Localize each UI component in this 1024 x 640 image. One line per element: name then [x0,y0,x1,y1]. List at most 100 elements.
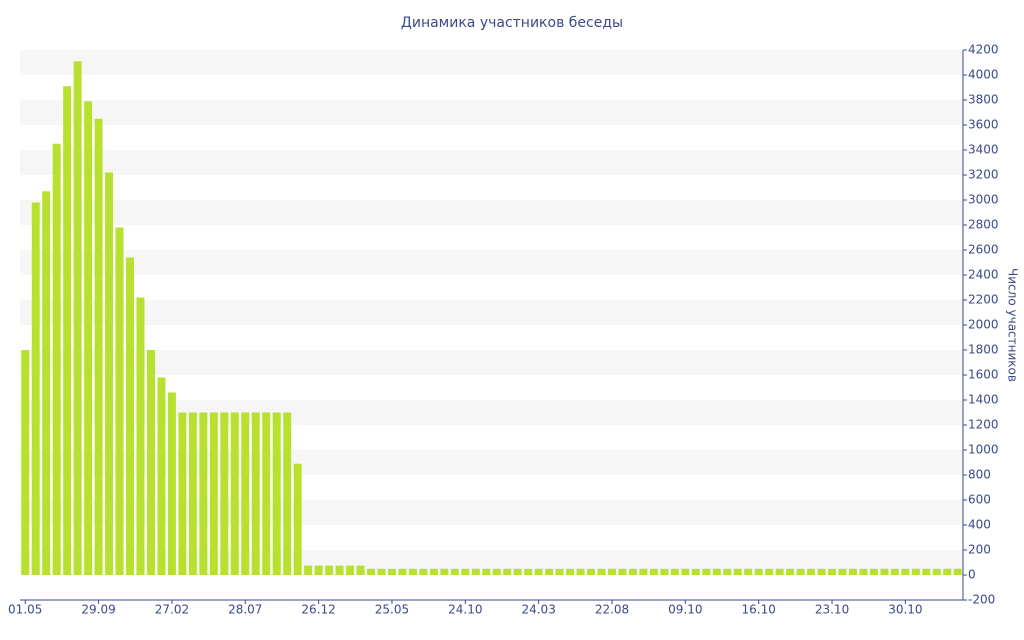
bar [230,412,239,575]
bar [817,568,826,575]
x-tick-label: 09.10 [668,603,702,617]
grid-band [20,550,963,575]
grid-band [20,400,963,425]
bar [419,568,428,575]
grid-band [20,150,963,175]
bar [618,568,627,575]
bar [524,568,533,575]
bar [765,568,774,575]
y-tick-label: 4200 [968,43,999,57]
bar [356,565,365,575]
bar [786,568,795,575]
bar [136,297,145,575]
bar [167,392,176,575]
y-tick-label: 3000 [968,193,999,207]
bar [807,568,816,575]
bar [440,568,449,575]
y-tick-label: 200 [968,543,991,557]
bar [272,412,281,575]
y-tick-label: 2400 [968,268,999,282]
bar [209,412,218,575]
y-tick-label: 2000 [968,318,999,332]
y-tick-label: 3800 [968,93,999,107]
bar [126,257,134,575]
bar [555,568,564,575]
x-tick-label: 23.10 [815,603,849,617]
bar [723,568,732,575]
bar [94,118,103,575]
bar [660,568,669,575]
bar [178,412,187,575]
x-tick-label: 24.10 [448,603,482,617]
x-tick-label: 30.10 [888,603,922,617]
y-tick-label: 2200 [968,293,999,307]
bar [880,568,889,575]
x-tick-label: 28.07 [228,603,262,617]
bar [733,568,742,575]
bar [429,568,438,575]
bar [922,568,931,575]
x-tick-label: 22.08 [595,603,629,617]
y-tick-label: 2800 [968,218,999,232]
bar [199,412,208,575]
bar [754,568,763,575]
bar [73,61,82,575]
y-tick-label: 1200 [968,418,999,432]
bar [325,565,334,575]
bar [398,568,407,575]
bar [492,568,501,575]
bar [587,568,596,575]
y-tick-label: 600 [968,493,991,507]
bar [901,568,910,575]
y-tick-label: 0 [968,568,976,582]
bar [335,565,344,575]
bar [796,568,805,575]
grid-band [20,50,963,75]
bar [670,568,679,575]
y-tick-label: 2600 [968,243,999,257]
bar [890,568,899,575]
bar [251,412,260,575]
x-tick-label: 29.09 [81,603,115,617]
bar [52,143,61,575]
bar [304,565,313,575]
bar [461,568,470,575]
x-tick-label: 27.02 [155,603,189,617]
y-tick-label: 1800 [968,343,999,357]
bar [545,568,554,575]
bar [262,412,271,575]
y-tick-label: 1400 [968,393,999,407]
y-tick-label: 4000 [968,68,999,82]
bar [628,568,637,575]
bar [377,568,386,575]
bar [293,463,302,575]
bar [346,565,355,575]
bar [691,568,700,575]
x-tick-label: 26.12 [301,603,335,617]
bar [744,568,753,575]
bar [576,568,585,575]
bar [387,568,396,575]
y-axis-label: Число участников [1006,268,1020,382]
bar [838,568,847,575]
bar [146,350,155,575]
bar [63,86,72,575]
bar [566,568,575,575]
bar [42,191,51,575]
bar [775,568,784,575]
bar [482,568,491,575]
y-tick-label: 3600 [968,118,999,132]
x-tick-label: 24.03 [521,603,555,617]
grid-band [20,100,963,125]
bar [513,568,522,575]
bar [859,568,868,575]
bar [932,568,941,575]
bar [649,568,658,575]
grid-band [20,250,963,275]
bar [943,568,952,575]
bar [241,412,250,575]
bar [712,568,721,575]
bar [534,568,543,575]
bar [84,101,93,575]
